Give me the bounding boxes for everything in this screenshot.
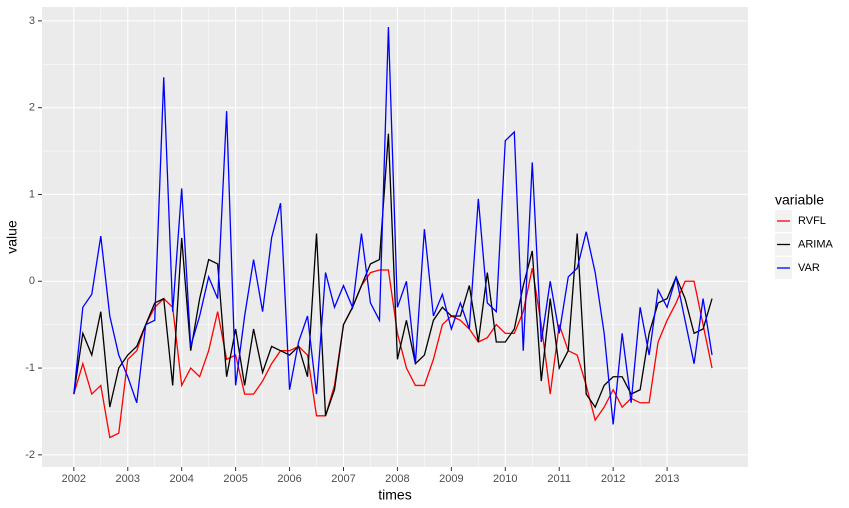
legend-title: variable xyxy=(775,192,824,208)
series-line xyxy=(73,268,713,439)
x-tick-label: 2005 xyxy=(223,473,247,485)
legend-label: VAR xyxy=(798,262,820,274)
y-tick-label: -2 xyxy=(25,449,35,461)
y-tick-label: 0 xyxy=(29,275,35,287)
x-tick-label: 2013 xyxy=(655,473,679,485)
x-tick-label: 2006 xyxy=(277,473,301,485)
y-tick-label: 2 xyxy=(29,102,35,114)
legend-label: ARIMA xyxy=(798,238,834,250)
series-line xyxy=(73,26,713,425)
x-tick-label: 2002 xyxy=(62,473,86,485)
series-line xyxy=(73,133,713,417)
y-tick-label: 1 xyxy=(29,188,35,200)
x-tick-label: 2010 xyxy=(493,473,517,485)
y-tick-label: 3 xyxy=(29,15,35,27)
x-tick-label: 2011 xyxy=(547,473,571,485)
x-axis-title: times xyxy=(378,487,411,503)
x-tick-label: 2007 xyxy=(331,473,355,485)
x-tick-label: 2004 xyxy=(169,473,193,485)
y-axis-title: value xyxy=(4,220,20,254)
y-tick-label: -1 xyxy=(25,362,35,374)
x-tick-label: 2008 xyxy=(385,473,409,485)
legend-label: RVFL xyxy=(798,215,826,227)
x-tick-label: 2003 xyxy=(116,473,140,485)
x-tick-label: 2009 xyxy=(439,473,463,485)
x-tick-label: 2012 xyxy=(601,473,625,485)
